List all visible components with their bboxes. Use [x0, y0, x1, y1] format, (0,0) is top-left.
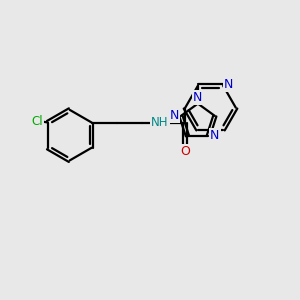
Text: NH: NH	[151, 116, 169, 129]
Text: O: O	[180, 145, 190, 158]
Text: Cl: Cl	[32, 115, 43, 128]
Text: N: N	[224, 78, 233, 91]
Text: N: N	[193, 91, 203, 104]
Text: N: N	[170, 110, 179, 122]
Text: N: N	[210, 129, 220, 142]
